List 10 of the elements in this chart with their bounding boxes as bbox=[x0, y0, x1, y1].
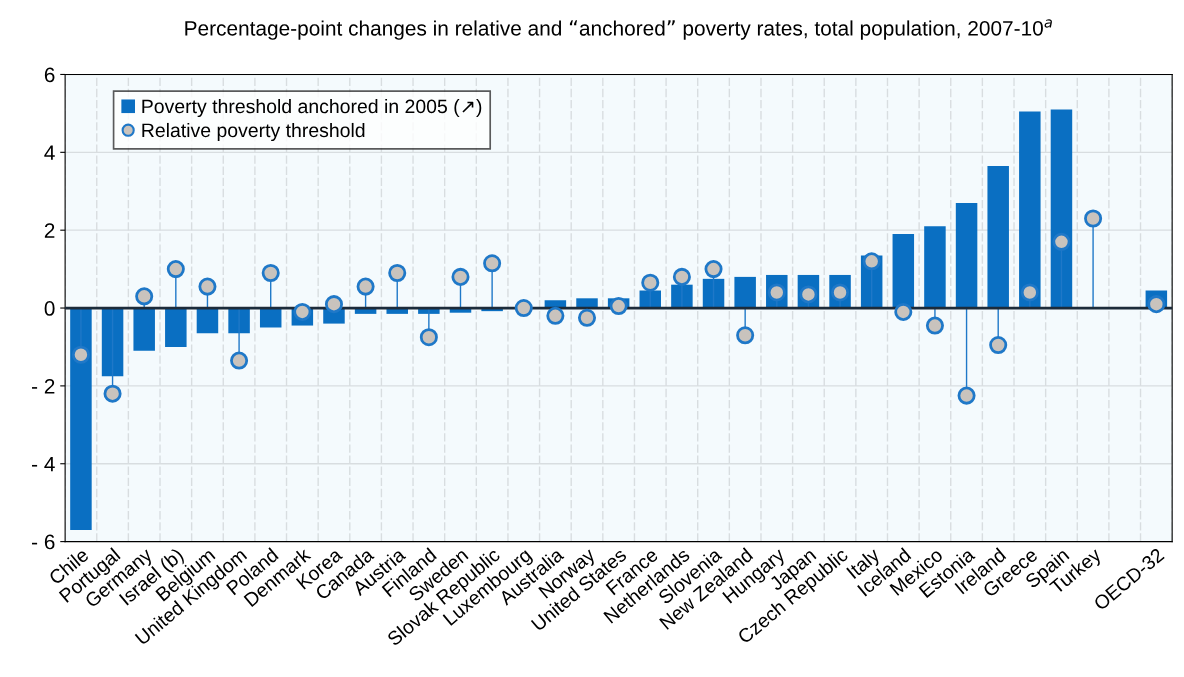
legend-label: Relative poverty threshold bbox=[142, 122, 365, 142]
y-tick-label: 4 bbox=[44, 145, 55, 160]
y-tick-label: 2 bbox=[44, 223, 55, 238]
y-tick-label: 0 bbox=[44, 301, 55, 316]
y-tick-label: - 2 bbox=[32, 378, 55, 394]
y-tick-label: - 4 bbox=[32, 456, 55, 472]
chart-title: Percentage-point changes in relative and “anchored” poverty rates, total population, 2007-10$^{a}$ bbox=[185, 19, 1052, 40]
y-tick-label: - 6 bbox=[32, 534, 55, 550]
y-tick-label: 6 bbox=[44, 67, 55, 83]
legend-label: Poverty threshold anchored in 2005 (↗) bbox=[142, 98, 482, 118]
